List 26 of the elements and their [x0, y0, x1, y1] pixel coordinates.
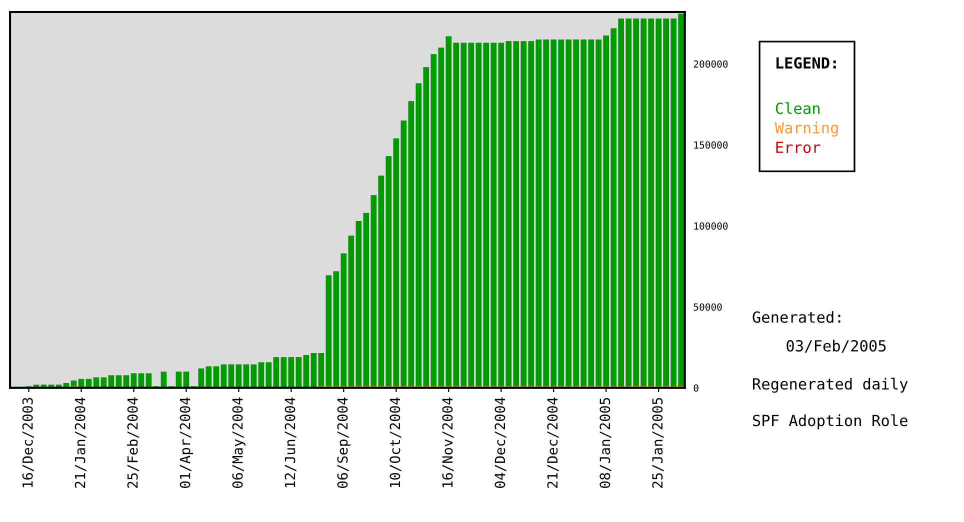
x-tick-label: 04/Dec/2004: [494, 398, 506, 488]
y-tick-label: 50000: [694, 303, 722, 311]
x-tick-label: 12/Jun/2004: [284, 398, 296, 488]
text: 03/Feb/2005: [786, 340, 886, 353]
text: Warning: [774, 122, 838, 137]
x-tick-label: 06/Sep/2004: [337, 398, 350, 488]
x-tick-label: 16/Dec/2003: [22, 398, 34, 488]
x-tick-label: 16/Nov/2004: [442, 398, 454, 488]
text: Generated:: [752, 311, 840, 323]
x-tick-label: 25/Feb/2004: [127, 398, 139, 488]
x-tick-label: 06/May/2004: [232, 398, 246, 488]
x-tick-label: 08/Jan/2005: [600, 398, 612, 488]
y-tick-label: 100000: [694, 222, 728, 230]
y-tick-label: 0: [694, 384, 698, 392]
x-tick-label: 21/Jan/2004: [74, 398, 86, 488]
legend-label: Error: [776, 142, 820, 154]
y-tick-label: 150000: [694, 141, 728, 149]
legend-title: LEGEND:: [776, 57, 836, 69]
text: Regenerated daily: [752, 378, 908, 393]
x-tick-label: 25/Jan/2005: [652, 398, 664, 488]
x-tick-label: 21/Dec/2004: [547, 398, 559, 488]
text: Clean: [776, 102, 820, 114]
text: SPF Adoption Role: [752, 414, 908, 430]
x-tick-label: 01/Apr/2004: [180, 398, 193, 488]
y-tick-label: 200000: [694, 60, 728, 68]
x-tick-label: 10/Oct/2004: [390, 398, 402, 488]
